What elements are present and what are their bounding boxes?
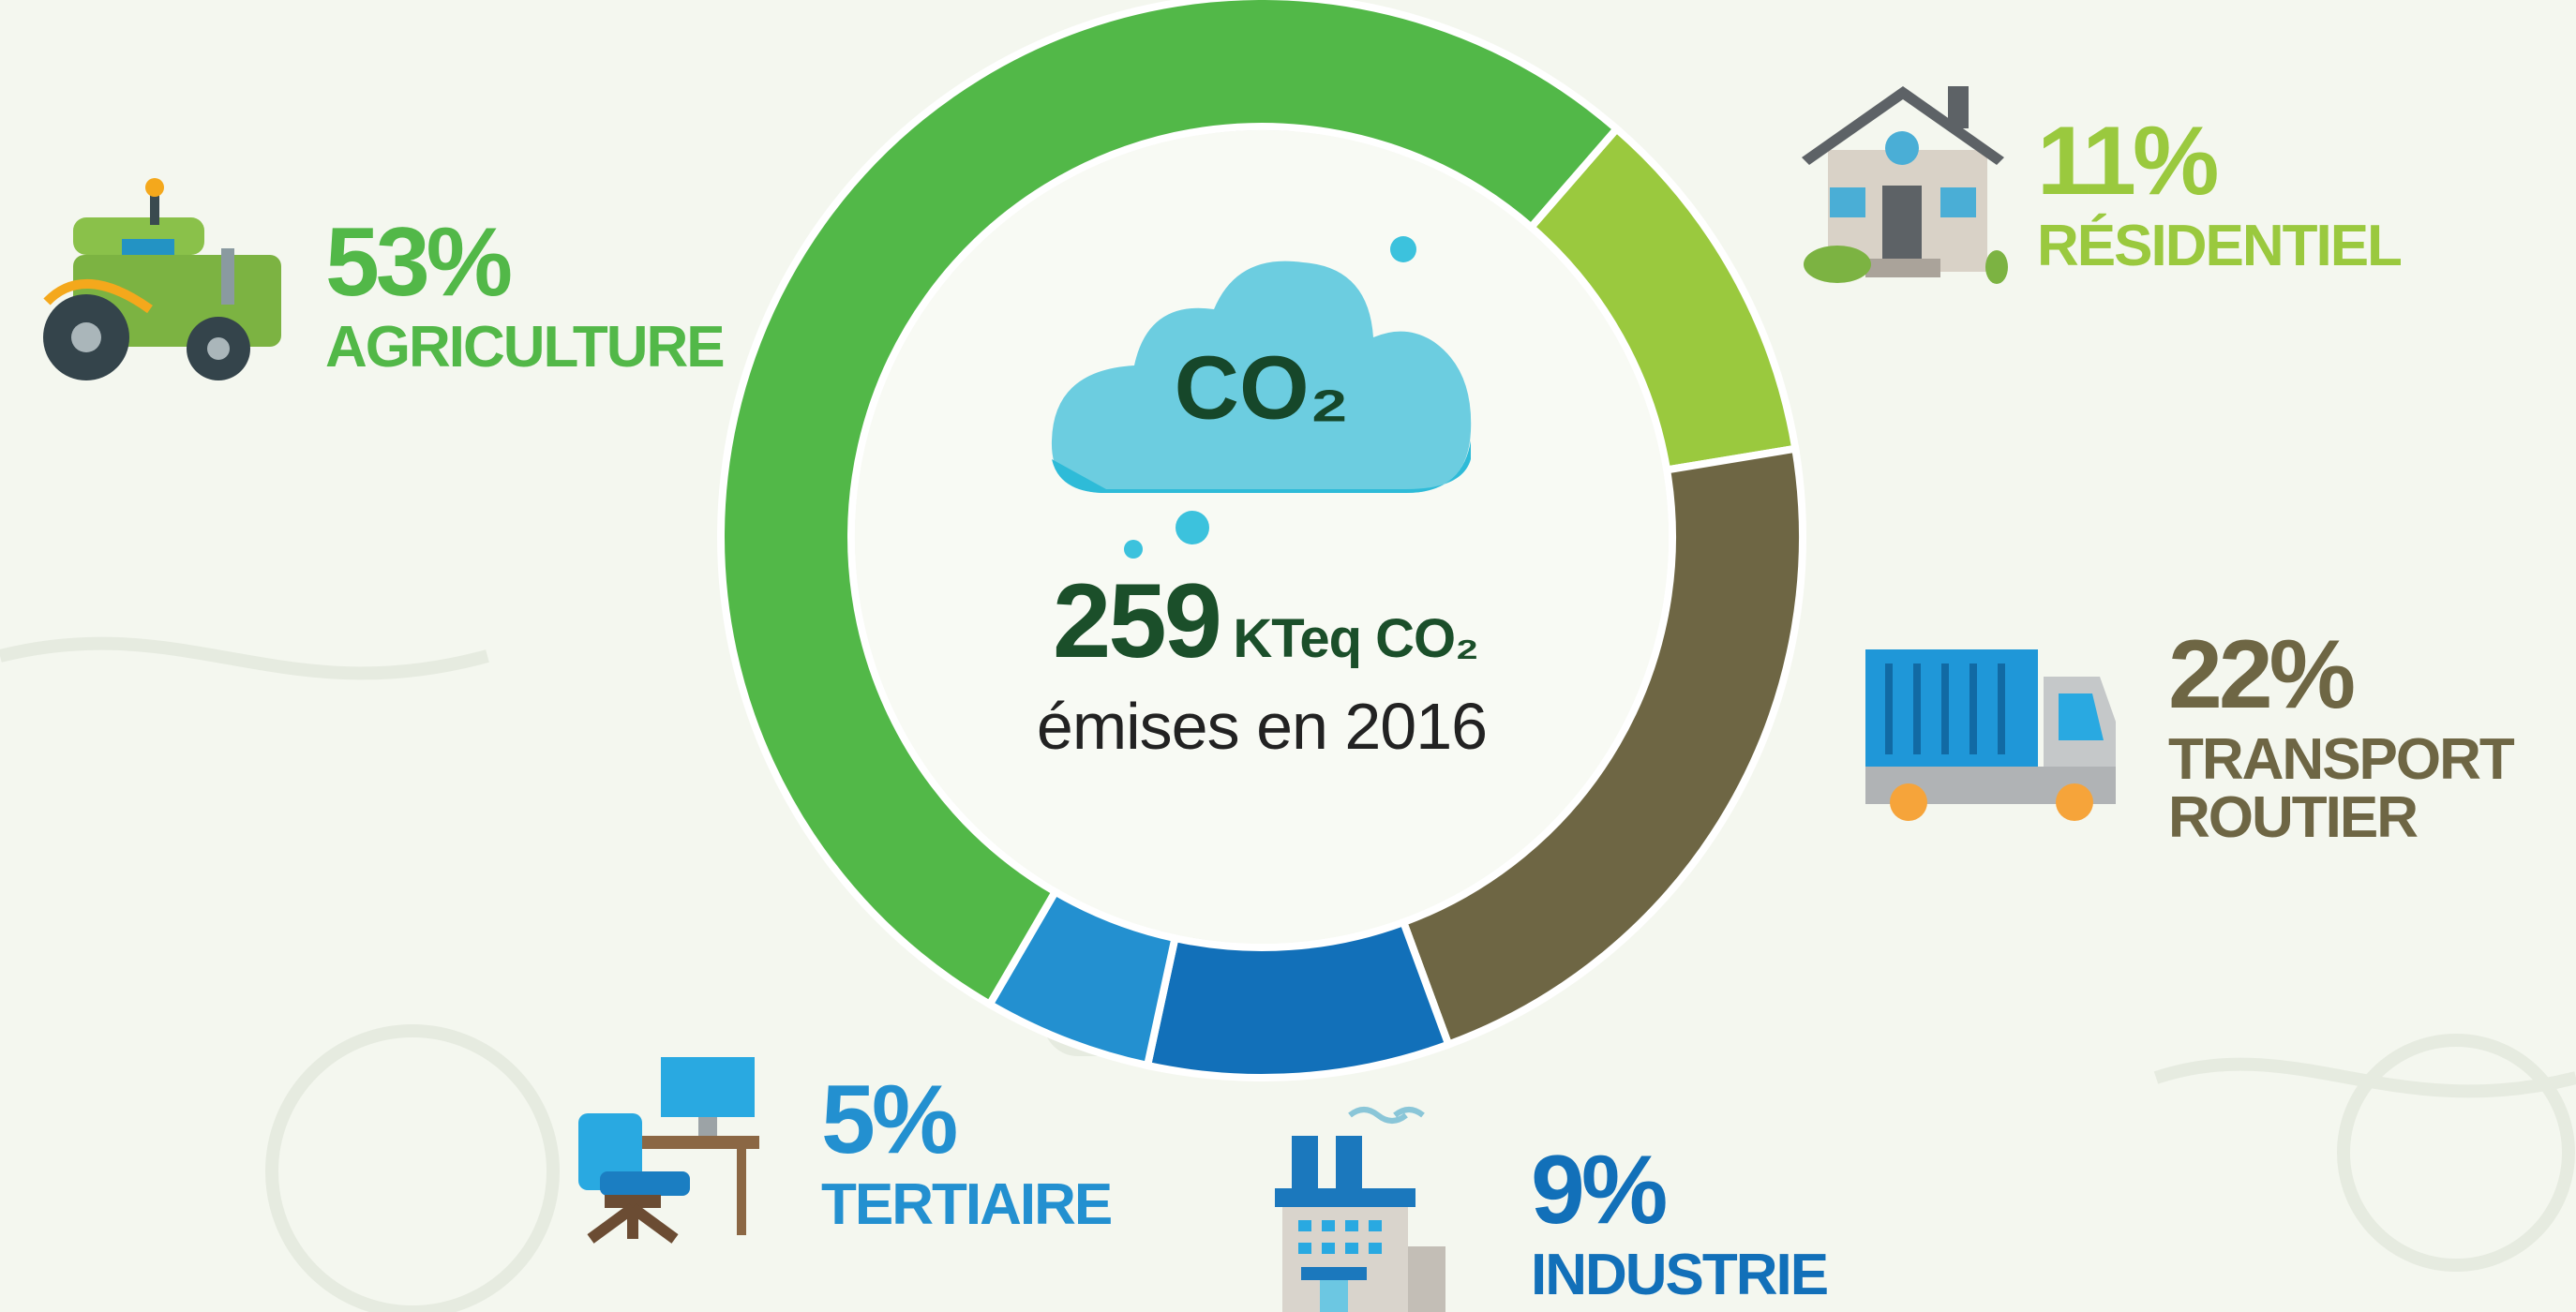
segment-label: 11% RÉSIDENTIEL (2037, 112, 2506, 276)
house-icon (1802, 86, 2008, 284)
value-label: 22% (2168, 620, 2356, 729)
cloud-icon: CO₂ (1051, 236, 1472, 559)
cloud-label: CO₂ (1175, 337, 1350, 438)
tractor-icon (43, 178, 281, 380)
donut-segment (717, 0, 1623, 1010)
center-caption: émises en 2016 (1036, 690, 1488, 763)
category-label: TRANSPORT ROUTIER (2168, 727, 2515, 850)
donut-segment (1399, 444, 1806, 1050)
segment-label: 53% AGRICULTURE (325, 214, 794, 377)
desk-icon (578, 1057, 759, 1244)
center-unit: KTeq CO₂ (1233, 608, 1479, 669)
factory-icon (1275, 1107, 1445, 1312)
center-total: 259 KTeq CO₂ (1031, 560, 1500, 681)
donut (717, 0, 1806, 1081)
truck-icon (1865, 649, 2116, 821)
category-label: TERTIAIRE (821, 1172, 1113, 1237)
center-value: 259 (1053, 562, 1222, 679)
value-label: 5% (821, 1066, 958, 1174)
category-label: RÉSIDENTIEL (2037, 214, 2403, 278)
donut-segment (1143, 917, 1454, 1081)
segment-label: 22% TRANSPORT ROUTIER (2168, 626, 2524, 847)
category-label: AGRICULTURE (325, 315, 726, 380)
segment-label: 5% TERTIAIRE (821, 1071, 1290, 1234)
donut-hole (855, 130, 1669, 944)
category-label: INDUSTRIE (1531, 1243, 1829, 1307)
value-label: 53% (325, 208, 513, 317)
value-label: 9% (1531, 1136, 1668, 1245)
segment-label: 9% INDUSTRIE (1531, 1141, 1999, 1305)
value-label: 11% (2037, 107, 2219, 216)
